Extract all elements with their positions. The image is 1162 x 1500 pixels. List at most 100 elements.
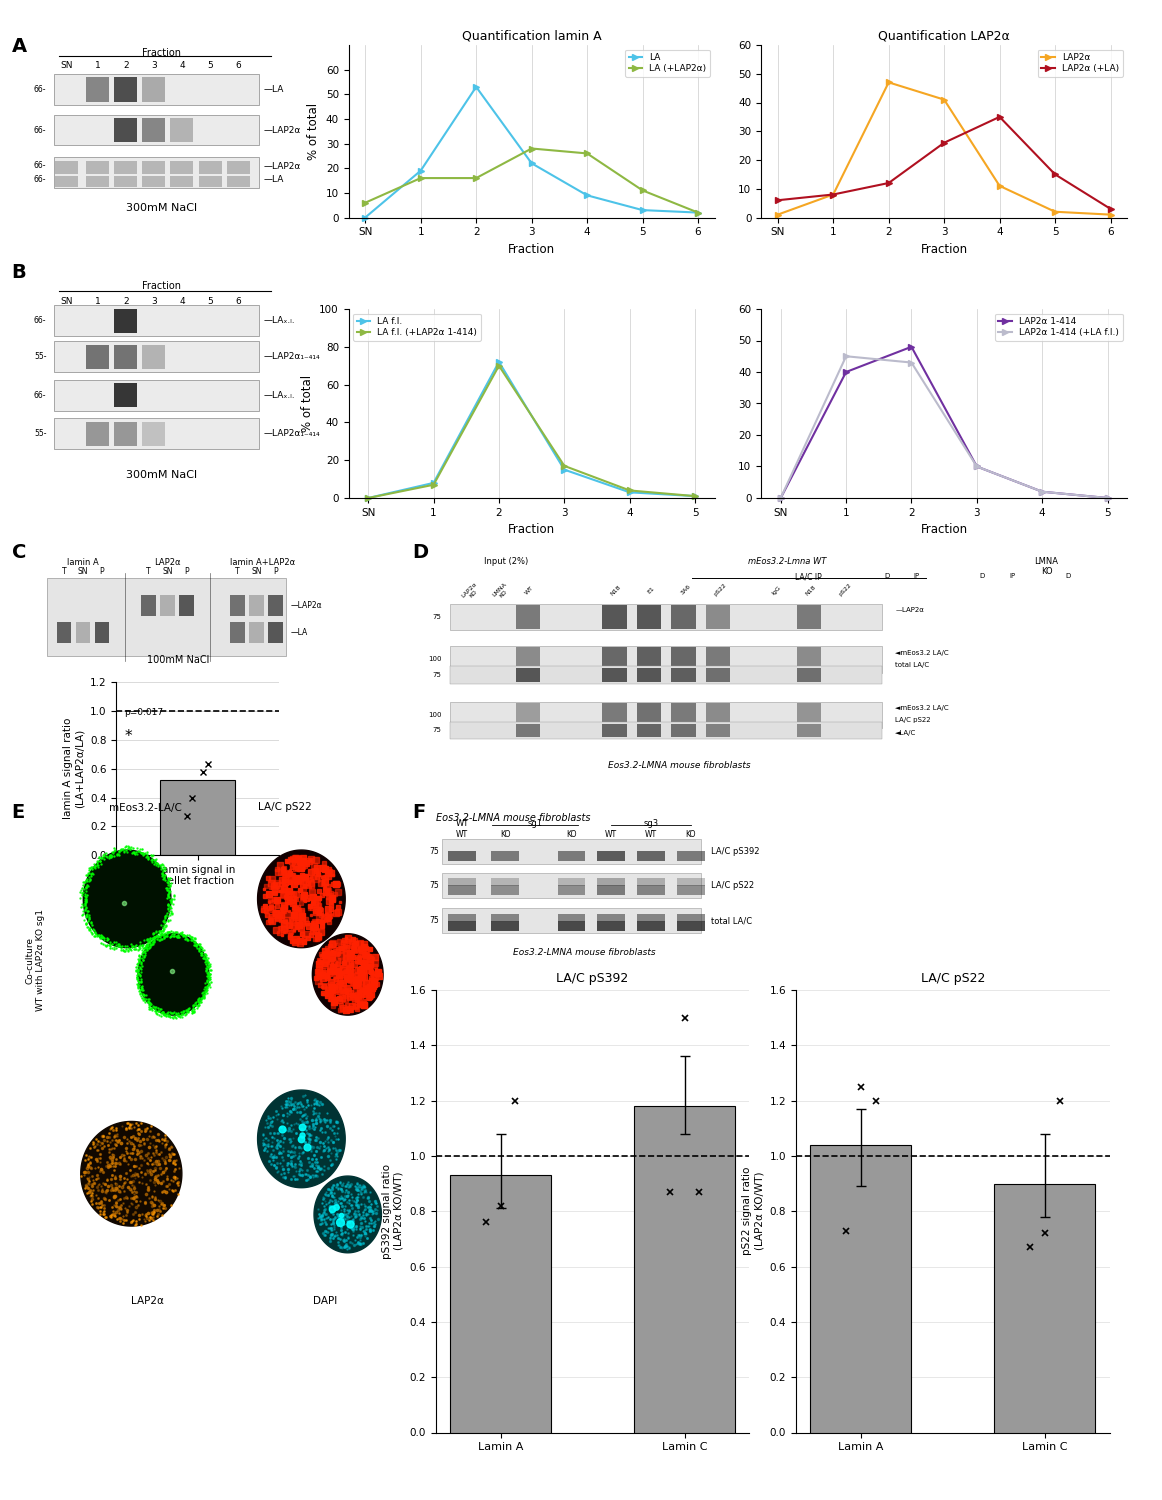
Bar: [268, 596, 284, 615]
Line: LAP2α: LAP2α: [775, 80, 1113, 218]
Text: 66-: 66-: [34, 86, 46, 94]
Bar: [443, 839, 701, 864]
Text: Fraction: Fraction: [142, 280, 181, 291]
Text: 6: 6: [236, 62, 241, 70]
Text: WT: WT: [457, 830, 468, 839]
Text: —LAP2α: —LAP2α: [290, 602, 322, 610]
Text: lamin A+LAP2α: lamin A+LAP2α: [230, 558, 295, 567]
Bar: [602, 668, 626, 681]
Text: —LAP2α: —LAP2α: [264, 126, 301, 135]
LAP2α 1-414 (+LA f.l.): [839, 348, 853, 366]
Text: —LAP2α: —LAP2α: [264, 162, 301, 171]
Bar: [492, 921, 519, 930]
Text: —LAP2α₁₋₄₁₄: —LAP2α₁₋₄₁₄: [264, 429, 321, 438]
LAP2α 1-414: [774, 489, 788, 507]
Text: 75: 75: [432, 614, 442, 620]
Text: DAPI: DAPI: [314, 1296, 337, 1306]
LAP2α 1-414 (+LA f.l.): [774, 489, 788, 507]
Legend: LAP2α, LAP2α (+LA): LAP2α, LAP2α (+LA): [1038, 50, 1122, 76]
Bar: [797, 604, 822, 630]
Bar: [676, 852, 704, 861]
Text: D: D: [1066, 573, 1070, 579]
Text: 6: 6: [236, 297, 241, 306]
Bar: [597, 852, 625, 861]
Text: 75: 75: [432, 672, 442, 678]
Text: D: D: [413, 543, 429, 562]
Text: 75: 75: [432, 728, 442, 734]
Title: Quantification lamin A: Quantification lamin A: [461, 30, 602, 42]
Bar: [199, 176, 222, 188]
Bar: [142, 422, 165, 446]
Bar: [86, 345, 109, 369]
LA (+LAP2α): [636, 182, 650, 200]
Y-axis label: % of total: % of total: [301, 375, 314, 432]
Polygon shape: [313, 934, 383, 1016]
Bar: [672, 604, 696, 630]
LA f.l. (+LAP2α 1-414): [688, 488, 702, 506]
Bar: [516, 723, 540, 736]
Bar: [46, 578, 286, 656]
Text: Fraction: Fraction: [142, 48, 181, 58]
Text: 66-: 66-: [34, 126, 46, 135]
Bar: [637, 914, 665, 921]
Bar: [995, 1184, 1096, 1432]
LAP2α 1-414: [970, 458, 984, 476]
Text: p=0.017: p=0.017: [124, 708, 164, 717]
Text: A: A: [12, 38, 27, 57]
Text: 100: 100: [428, 712, 442, 718]
Bar: [114, 162, 137, 174]
Text: pS22: pS22: [712, 582, 727, 597]
LA f.l.: [492, 352, 505, 370]
Bar: [142, 162, 165, 174]
LAP2α: [937, 90, 951, 108]
Bar: [114, 78, 137, 102]
Bar: [597, 878, 625, 886]
Bar: [142, 176, 165, 188]
Polygon shape: [258, 850, 345, 948]
LA: [691, 204, 705, 222]
Text: SN: SN: [60, 62, 73, 70]
Text: 2: 2: [123, 297, 129, 306]
Bar: [558, 878, 586, 886]
Bar: [516, 668, 540, 681]
Bar: [676, 878, 704, 886]
LAP2α 1-414 (+LA f.l.): [904, 354, 918, 372]
LA f.l. (+LAP2α 1-414): [623, 482, 637, 500]
Text: ◄mEos3.2 LA/C: ◄mEos3.2 LA/C: [895, 650, 949, 656]
Bar: [449, 921, 476, 930]
Bar: [86, 162, 109, 174]
Bar: [142, 78, 165, 102]
LA (+LAP2α): [414, 170, 428, 188]
Title: Quantification LAP2α: Quantification LAP2α: [878, 30, 1010, 42]
Bar: [797, 702, 822, 727]
Text: 66-: 66-: [34, 316, 46, 326]
Text: P: P: [273, 567, 278, 576]
Text: 66-: 66-: [34, 390, 46, 399]
Text: —LA: —LA: [264, 86, 285, 94]
Bar: [602, 723, 626, 736]
Y-axis label: lamin A signal ratio
(LA+LAP2α/LA): lamin A signal ratio (LA+LAP2α/LA): [63, 718, 85, 819]
Bar: [558, 921, 586, 930]
Bar: [199, 162, 222, 174]
Bar: [450, 604, 882, 630]
Text: WT: WT: [605, 830, 617, 839]
Text: total LA/C: total LA/C: [895, 662, 930, 668]
Bar: [86, 78, 109, 102]
LAP2α: [826, 186, 840, 204]
Bar: [114, 382, 137, 406]
Text: IP: IP: [1009, 573, 1016, 579]
Bar: [230, 596, 245, 615]
X-axis label: Fraction: Fraction: [508, 524, 555, 537]
LA (+LAP2α): [358, 194, 372, 211]
Text: 5: 5: [207, 62, 213, 70]
Text: 300mM NaCl: 300mM NaCl: [125, 470, 198, 480]
Bar: [706, 723, 730, 736]
LAP2α (+LA): [992, 108, 1006, 126]
Bar: [672, 702, 696, 727]
Polygon shape: [84, 850, 171, 948]
Text: E1: E1: [646, 585, 655, 594]
LA f.l. (+LAP2α 1-414): [558, 458, 572, 476]
Bar: [443, 873, 701, 897]
Bar: [227, 176, 250, 188]
Text: D: D: [980, 573, 984, 579]
